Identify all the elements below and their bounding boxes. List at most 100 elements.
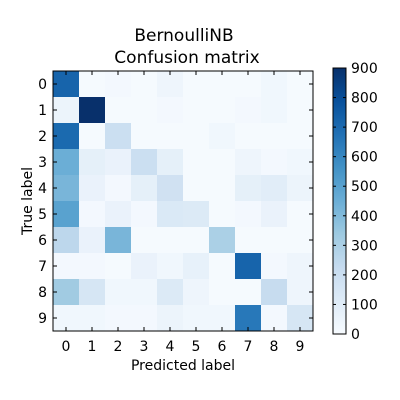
heatmap-cell-5-0 bbox=[53, 201, 80, 228]
x-tick-label: 8 bbox=[270, 339, 279, 355]
chart-title-line-1: BernoulliNB bbox=[134, 26, 233, 46]
heatmap-cell-1-7 bbox=[235, 97, 262, 124]
heatmap-cell-6-3 bbox=[131, 227, 158, 254]
heatmap-cell-4-7 bbox=[235, 175, 262, 202]
heatmap-cell-3-3 bbox=[131, 149, 158, 176]
heatmap-cell-1-6 bbox=[209, 97, 236, 124]
heatmap-cell-8-0 bbox=[53, 279, 80, 306]
heatmap-cell-8-6 bbox=[209, 279, 236, 306]
y-tick-label: 8 bbox=[38, 285, 47, 301]
heatmap-cell-8-5 bbox=[183, 279, 210, 306]
y-tick-label: 1 bbox=[38, 103, 47, 119]
x-tick-label: 4 bbox=[166, 339, 175, 355]
heatmap-cell-0-5 bbox=[183, 71, 210, 98]
colorbar-tick-label: 500 bbox=[351, 179, 378, 195]
heatmap-cell-3-6 bbox=[209, 149, 236, 176]
heatmap-cell-8-7 bbox=[235, 279, 262, 306]
heatmap-cell-9-4 bbox=[157, 305, 184, 332]
heatmap-cell-2-7 bbox=[235, 123, 262, 150]
heatmap-cell-3-9 bbox=[287, 149, 314, 176]
heatmap-cell-3-1 bbox=[79, 149, 106, 176]
heatmap-cell-9-3 bbox=[131, 305, 158, 332]
heatmap-cell-4-3 bbox=[131, 175, 158, 202]
y-tick-label: 7 bbox=[38, 259, 47, 275]
heatmap-cell-5-7 bbox=[235, 201, 262, 228]
heatmap-cell-0-1 bbox=[79, 71, 106, 98]
heatmap-cell-7-0 bbox=[53, 253, 80, 280]
heatmap-cell-4-2 bbox=[105, 175, 132, 202]
heatmap-cell-3-2 bbox=[105, 149, 132, 176]
heatmap-cell-5-5 bbox=[183, 201, 210, 228]
heatmap-cell-5-9 bbox=[287, 201, 314, 228]
x-tick-label: 2 bbox=[114, 339, 123, 355]
heatmap-cell-2-9 bbox=[287, 123, 314, 150]
heatmap-cell-9-5 bbox=[183, 305, 210, 332]
heatmap-cell-9-2 bbox=[105, 305, 132, 332]
heatmap-cell-2-5 bbox=[183, 123, 210, 150]
heatmap-cell-4-6 bbox=[209, 175, 236, 202]
heatmap-cell-8-9 bbox=[287, 279, 314, 306]
heatmap-cell-3-8 bbox=[261, 149, 288, 176]
heatmap-cell-1-0 bbox=[53, 97, 80, 124]
heatmap-cell-1-8 bbox=[261, 97, 288, 124]
heatmap-cell-6-1 bbox=[79, 227, 106, 254]
heatmap-cell-8-2 bbox=[105, 279, 132, 306]
heatmap-cells bbox=[53, 71, 314, 332]
heatmap-cell-5-3 bbox=[131, 201, 158, 228]
heatmap-cell-4-0 bbox=[53, 175, 80, 202]
y-tick-label: 5 bbox=[38, 207, 47, 223]
heatmap-cell-0-9 bbox=[287, 71, 314, 98]
heatmap-cell-0-2 bbox=[105, 71, 132, 98]
heatmap-cell-7-7 bbox=[235, 253, 262, 280]
y-tick-label: 0 bbox=[38, 77, 47, 93]
heatmap-cell-3-5 bbox=[183, 149, 210, 176]
x-tick-label: 7 bbox=[244, 339, 253, 355]
heatmap-cell-1-1 bbox=[79, 97, 106, 124]
heatmap-cell-7-3 bbox=[131, 253, 158, 280]
heatmap-cell-1-5 bbox=[183, 97, 210, 124]
heatmap-cell-2-2 bbox=[105, 123, 132, 150]
heatmap-cell-9-7 bbox=[235, 305, 262, 332]
heatmap-cell-0-6 bbox=[209, 71, 236, 98]
heatmap-cell-5-1 bbox=[79, 201, 106, 228]
heatmap-cell-4-5 bbox=[183, 175, 210, 202]
heatmap-cell-2-0 bbox=[53, 123, 80, 150]
y-tick-label: 9 bbox=[38, 311, 47, 327]
heatmap-cell-8-4 bbox=[157, 279, 184, 306]
heatmap-cell-8-1 bbox=[79, 279, 106, 306]
y-tick-label: 2 bbox=[38, 129, 47, 145]
heatmap-cell-6-0 bbox=[53, 227, 80, 254]
heatmap-cell-9-9 bbox=[287, 305, 314, 332]
heatmap-cell-0-3 bbox=[131, 71, 158, 98]
heatmap-cell-2-4 bbox=[157, 123, 184, 150]
heatmap-cell-5-6 bbox=[209, 201, 236, 228]
colorbar-tick-label: 100 bbox=[351, 297, 378, 313]
heatmap-cell-7-8 bbox=[261, 253, 288, 280]
x-axis-ticks: 0 1 2 3 4 5 6 7 8 9 bbox=[62, 71, 305, 355]
heatmap-cell-9-8 bbox=[261, 305, 288, 332]
plot-frame bbox=[52, 70, 314, 332]
heatmap-cell-1-3 bbox=[131, 97, 158, 124]
colorbar bbox=[332, 67, 347, 335]
heatmap-cell-7-9 bbox=[287, 253, 314, 280]
heatmap-cell-5-8 bbox=[261, 201, 288, 228]
heatmap-cell-6-6 bbox=[209, 227, 236, 254]
heatmap-cell-7-6 bbox=[209, 253, 236, 280]
heatmap-cell-7-2 bbox=[105, 253, 132, 280]
heatmap-cell-6-4 bbox=[157, 227, 184, 254]
colorbar-tick-label: 400 bbox=[351, 209, 378, 225]
heatmap-cell-6-5 bbox=[183, 227, 210, 254]
heatmap-cell-0-7 bbox=[235, 71, 262, 98]
y-axis-ticks: 0 1 2 3 4 5 6 7 8 9 bbox=[38, 77, 313, 327]
heatmap-cell-3-0 bbox=[53, 149, 80, 176]
heatmap-cell-2-8 bbox=[261, 123, 288, 150]
colorbar-tick-label: 700 bbox=[351, 120, 378, 136]
x-tick-label: 1 bbox=[88, 339, 97, 355]
x-tick-label: 9 bbox=[296, 339, 305, 355]
heatmap-cell-4-4 bbox=[157, 175, 184, 202]
x-tick-label: 0 bbox=[62, 339, 71, 355]
heatmap-cell-1-9 bbox=[287, 97, 314, 124]
heatmap-cell-8-3 bbox=[131, 279, 158, 306]
heatmap-cell-3-7 bbox=[235, 149, 262, 176]
